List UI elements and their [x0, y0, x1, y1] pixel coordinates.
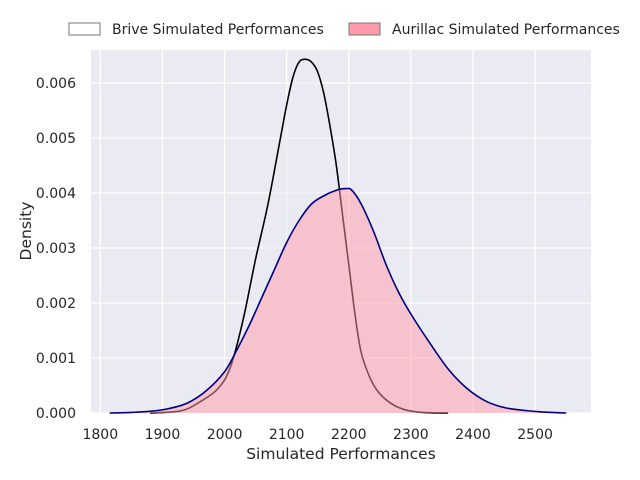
density-area-aurillac — [109, 188, 567, 413]
y-tick-label: 0.003 — [36, 241, 76, 257]
x-tick-label: 2300 — [393, 427, 429, 443]
legend-label-brive: Brive Simulated Performances — [112, 22, 324, 38]
series-layer — [109, 58, 567, 414]
y-tick-label: 0.006 — [36, 76, 76, 92]
x-tick-label: 2200 — [331, 427, 367, 443]
density-line-aurillac — [109, 187, 567, 414]
legend: Brive Simulated Performances Aurillac Si… — [68, 22, 620, 38]
y-tick-labels: 0.000 0.001 0.002 0.003 0.004 0.005 0.006 — [36, 76, 76, 422]
x-tick-label: 2000 — [207, 427, 243, 443]
y-tick-label: 0.002 — [36, 296, 76, 312]
y-axis-title: Density — [17, 202, 35, 261]
legend-swatch-aurillac — [348, 22, 381, 36]
x-tick-label: 2100 — [269, 427, 305, 443]
y-tick-label: 0.001 — [36, 351, 76, 367]
y-tick-label: 0.005 — [36, 131, 76, 147]
x-tick-label: 1800 — [82, 427, 118, 443]
legend-label-aurillac: Aurillac Simulated Performances — [392, 22, 620, 38]
y-tick-label: 0.004 — [36, 186, 76, 202]
x-tick-label: 1900 — [145, 427, 181, 443]
legend-swatch-brive — [68, 22, 101, 36]
y-tick-label: 0.000 — [36, 406, 76, 422]
x-tick-labels: 1800 1900 2000 2100 2200 2300 2400 2500 — [82, 427, 552, 443]
x-tick-label: 2500 — [517, 427, 553, 443]
x-tick-label: 2400 — [455, 427, 491, 443]
x-axis-title: Simulated Performances — [246, 445, 436, 463]
